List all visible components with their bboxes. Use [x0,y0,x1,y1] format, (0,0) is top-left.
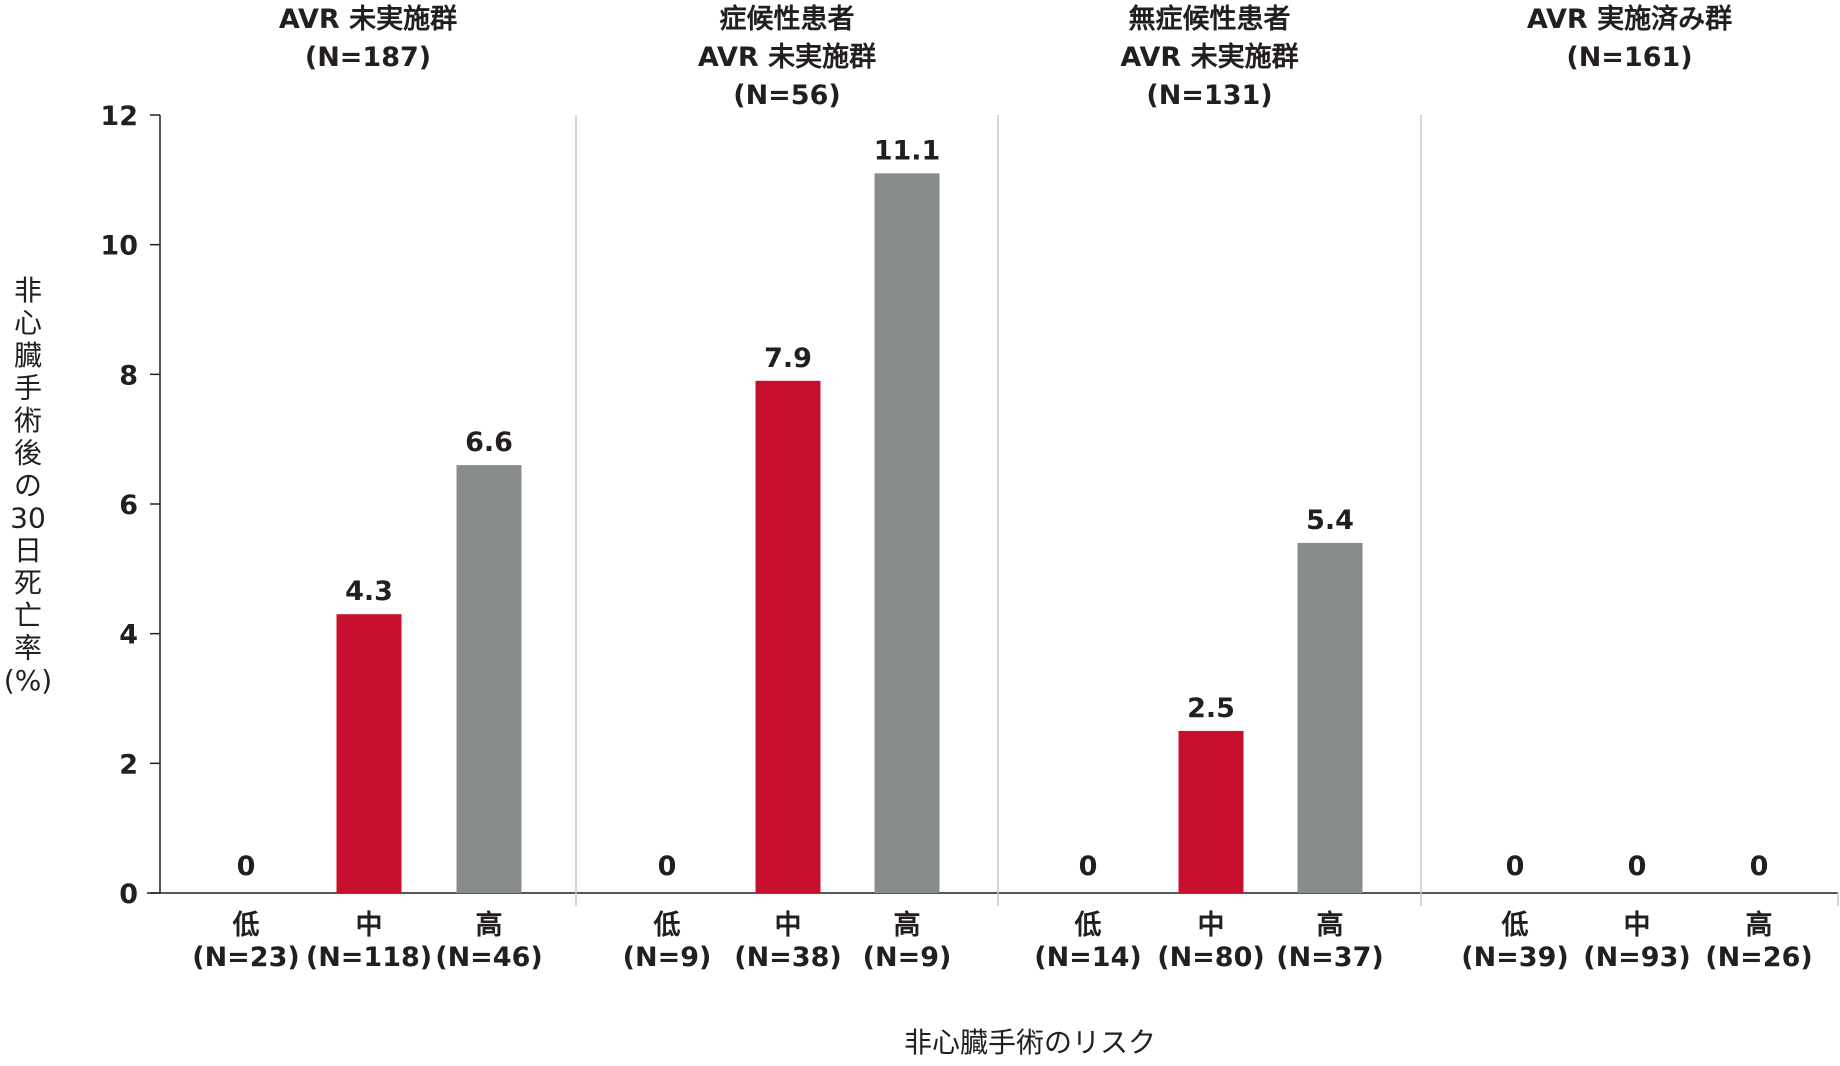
y-axis-title-char: 臓 [14,339,42,372]
y-axis-title-char: 30 [10,502,46,535]
category-label: 低 [1501,910,1529,941]
category-n-label: (N=80) [1157,942,1264,973]
category-label: 高 [1746,909,1773,941]
data-label: 0 [658,851,677,882]
group-title-line: AVR 実施済み群 [1527,3,1732,35]
y-tick-label: 0 [119,879,138,910]
category-label: 低 [653,910,681,941]
category-n-label: (N=14) [1034,942,1141,973]
data-label: 6.6 [465,427,513,458]
category-n-label: (N=93) [1583,942,1690,973]
bar [1297,542,1363,893]
group-title-line: AVR 未実施群 [698,41,876,73]
data-label: 2.5 [1187,693,1235,724]
category-n-label: (N=26) [1705,942,1812,973]
y-tick-label: 12 [100,101,138,132]
category-label: 高 [476,909,503,941]
bar [874,173,940,894]
bar [336,614,402,893]
y-axis-title-char: 亡 [14,599,42,632]
group-title-line: AVR 未実施群 [279,3,457,35]
category-n-label: (N=39) [1461,942,1568,973]
data-label: 0 [1506,851,1525,882]
category-label: 低 [232,910,260,941]
y-tick-label: 6 [119,490,138,521]
data-label: 7.9 [764,343,812,374]
category-n-label: (N=9) [863,942,952,973]
y-axis-title-char: 日 [14,534,42,567]
group-title-line: (N=56) [733,80,840,111]
x-axis-title: 非心臓手術のリスク [904,1026,1156,1059]
data-label: 4.3 [345,576,393,607]
data-label: 5.4 [1306,505,1354,536]
category-label: 中 [775,910,802,941]
group-title-line: (N=161) [1566,42,1692,73]
y-axis-title-char: の [14,469,42,502]
category-n-label: (N=38) [734,942,841,973]
category-n-label: (N=46) [435,942,542,973]
category-label: 中 [1624,910,1651,941]
y-tick-label: 4 [119,620,138,651]
category-label: 低 [1074,910,1102,941]
y-axis-title-char: 手 [14,372,42,405]
bar [755,380,821,894]
group-title-line: AVR 未実施群 [1120,41,1298,73]
category-n-label: (N=37) [1276,942,1383,973]
y-axis-title-char: 心 [14,307,42,340]
y-axis-title-char: 非 [14,274,42,307]
data-label: 11.1 [874,135,941,166]
data-label: 0 [237,851,256,882]
group-title-line: 症候性患者 [720,4,855,35]
category-label: 高 [1317,909,1344,941]
bar [456,465,522,893]
group-title-line: 無症候性患者 [1129,4,1291,35]
category-n-label: (N=9) [623,942,712,973]
group-title-line: (N=187) [305,42,431,73]
y-axis-title-char: 術 [14,404,42,437]
category-label: 中 [356,910,383,941]
group-title-line: (N=131) [1146,80,1272,111]
y-axis-title-char: 率 [14,632,42,665]
bar [1178,730,1244,893]
data-label: 0 [1079,851,1098,882]
y-axis-title-char: (%) [4,664,52,697]
data-label: 0 [1628,851,1647,882]
y-tick-label: 10 [100,231,138,262]
category-n-label: (N=23) [192,942,299,973]
y-axis-title-char: 死 [14,567,42,600]
y-tick-label: 2 [119,749,138,780]
data-label: 0 [1750,851,1769,882]
y-axis-title-char: 後 [14,437,42,470]
category-label: 中 [1198,910,1225,941]
category-label: 高 [894,909,921,941]
category-n-label: (N=118) [306,942,432,973]
y-tick-label: 8 [119,360,138,391]
